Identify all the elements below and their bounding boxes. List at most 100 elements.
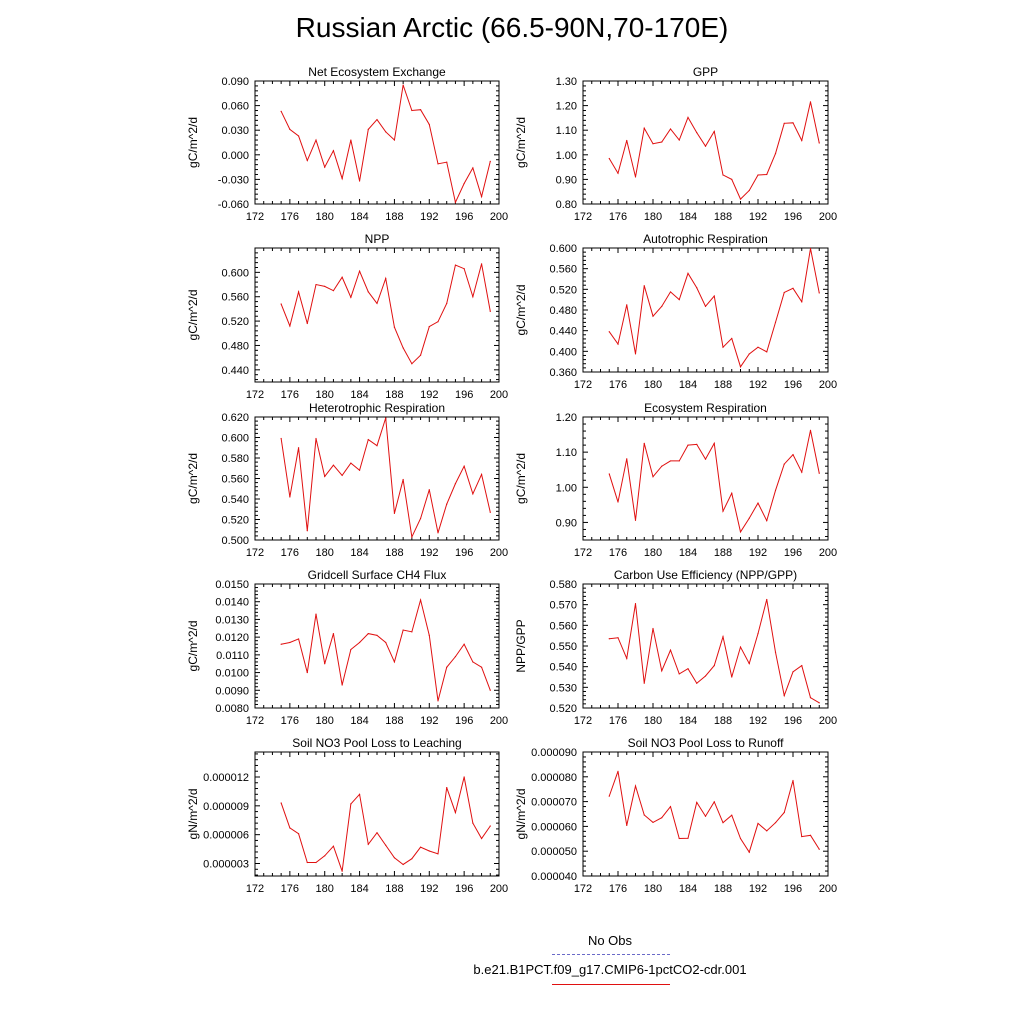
panel-3-xtick-label: 192 [420, 389, 438, 401]
panel-5-xtick-label: 180 [316, 547, 334, 559]
legend-model-line [552, 984, 670, 985]
panel-10-data-point [774, 822, 777, 824]
panel-9-plot-frame [254, 751, 500, 877]
panel-8-data-point [739, 646, 742, 648]
panel-5-xtick-label: 200 [490, 547, 508, 559]
panel-9-xtick-label: 192 [420, 883, 438, 895]
panel-7-xtick-label: 176 [281, 715, 299, 727]
panel-4-ytick-label: 0.480 [549, 305, 577, 317]
panel-7-xtick-label: 196 [455, 715, 473, 727]
panel-4-data-point [626, 304, 628, 306]
panel-6-data-point [661, 465, 663, 467]
panel-7-xtick-label: 188 [385, 715, 403, 727]
panel-5-data-point [289, 496, 291, 498]
panel-6-data-point [757, 502, 759, 504]
panel-1-title: Net Ecosystem Exchange [308, 65, 446, 79]
panel-6-series-line [608, 430, 820, 534]
panel-1-xtick-label: 184 [350, 211, 368, 223]
panel-5-data-point [376, 445, 378, 447]
panel-4-ytick-label: 0.520 [549, 284, 577, 296]
panel-5-data-point [315, 437, 317, 440]
panel-5-data-point [480, 473, 483, 475]
panel-5-data-point [454, 483, 457, 485]
panel-3-data-point [472, 296, 474, 298]
panel-10-xtick-label: 172 [574, 883, 592, 895]
panel-9-ytick-label: 0.000006 [203, 830, 249, 842]
panel-7-data-point [297, 638, 300, 640]
panel-1-data-point [428, 123, 430, 126]
panel-9-xtick-label: 200 [490, 883, 508, 895]
panel-6-data-point [669, 460, 672, 462]
panel-6-data-point [696, 443, 698, 446]
panel-8-data-point [643, 682, 645, 684]
panel-2-ytick-label: 1.20 [556, 101, 577, 113]
panel-10-series-line [608, 771, 820, 854]
panel-4-data-point [704, 305, 707, 307]
panel-5-data-point [411, 536, 413, 538]
panel-6-ytick-label: 0.90 [556, 517, 577, 529]
panel-6-xtick-label: 192 [749, 547, 767, 559]
panel-4-ylabel: gC/m^2/d [514, 285, 528, 336]
panel-10-xtick-label: 196 [784, 883, 802, 895]
panel-6-data-point [626, 458, 628, 460]
panel-2-xtick-label: 180 [644, 211, 662, 223]
panel-4-xtick-label: 200 [819, 379, 837, 391]
panel-4-series-line [608, 248, 820, 368]
panel-8-data-point [722, 636, 724, 638]
panel-3-data-point [411, 363, 413, 365]
panel-2-data-point [626, 139, 628, 142]
panel-2-data-point [809, 101, 812, 103]
panel-1-ylabel: gC/m^2/d [186, 117, 200, 168]
panel-8-xtick-label: 184 [679, 715, 697, 727]
panel-3-data-point [315, 283, 317, 286]
panel-9-data-point [454, 811, 457, 814]
panel-6-ytick-label: 1.00 [556, 482, 577, 494]
panel-4-title: Autotrophic Respiration [643, 232, 768, 246]
panel-3-xtick-label: 172 [246, 389, 264, 401]
panel-10-data-point [818, 848, 820, 850]
panel-2-data-point [757, 174, 759, 176]
panel-7-data-point [324, 663, 326, 665]
panel-7-data-point [376, 634, 378, 636]
panel-9-data-point [350, 803, 352, 805]
panel-3-ytick-label: 0.520 [221, 316, 249, 328]
panel-8-title: Carbon Use Efficiency (NPP/GPP) [614, 568, 797, 582]
panel-2-data-point [634, 176, 637, 178]
panel-8-data-point [774, 651, 777, 653]
panel-2-xtick-label: 176 [609, 211, 627, 223]
panel-5-data-point [428, 489, 430, 491]
panel-7-data-point [480, 666, 483, 668]
panel-7-data-point [367, 633, 369, 635]
panel-1-xtick-label: 172 [246, 211, 264, 223]
panel-8-xtick-label: 200 [819, 715, 837, 727]
panel-3-data-point [402, 347, 404, 349]
panel-2-data-point [818, 142, 820, 144]
panel-5-data-point [306, 530, 308, 532]
panel-9-data-point [428, 850, 430, 852]
panel-5-data-point [402, 478, 404, 481]
legend-obs-line [552, 954, 670, 955]
panel-3-data-point [324, 285, 326, 287]
panel-10-data-point [809, 834, 812, 836]
panel-5-data-point [324, 475, 326, 478]
panel-5-plot-frame [254, 416, 500, 541]
panel-10-ytick-label: 0.000060 [531, 821, 577, 833]
panel-3-xtick-label: 188 [385, 389, 403, 401]
panel-1-data-point [376, 118, 378, 121]
panel-7-ytick-label: 0.0130 [215, 614, 249, 626]
panel-6-data-point [801, 471, 803, 473]
panel-5-ytick-label: 0.600 [221, 433, 249, 445]
panel-6-data-point [783, 463, 785, 465]
panel-1-data-point [393, 139, 396, 141]
panel-7-xtick-label: 180 [316, 715, 334, 727]
panel-2-data-point [652, 143, 654, 145]
panel-6-data-point [704, 458, 707, 460]
panel-2-data-point [783, 122, 785, 124]
panel-6-xtick-label: 176 [609, 547, 627, 559]
panel-4-data-point [774, 321, 777, 323]
panel-9-data-point [376, 832, 378, 834]
panel-9-data-point [463, 776, 465, 778]
panel-7-data-point [289, 641, 291, 644]
panel-10-data-point [792, 779, 794, 782]
panel-2-data-point [678, 139, 680, 141]
